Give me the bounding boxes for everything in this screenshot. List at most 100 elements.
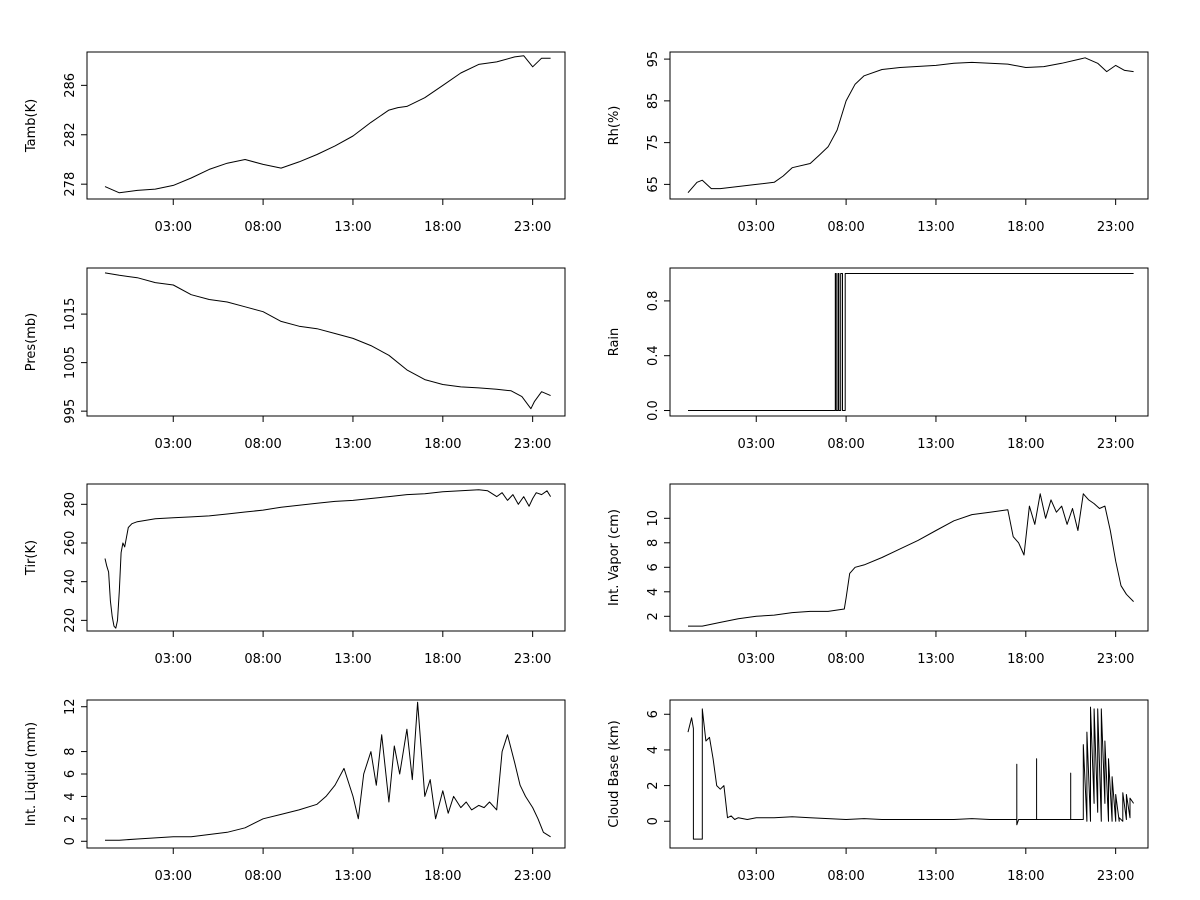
plot-frame <box>669 699 1149 849</box>
panel-tir-k: 03:00 08:00 13:00 18:00 23:00 220 240 260 280 Tir… <box>24 483 566 667</box>
x-tick-label: 08:00 <box>827 437 864 452</box>
y-tick-label: 282 <box>63 122 78 147</box>
panel-rain: 03:00 08:00 13:00 18:00 23:00 0.0 0.4 0.8 Rain <box>607 267 1149 452</box>
y-tick-label: 2 <box>63 815 78 823</box>
y-tick-label: 6 <box>63 770 78 778</box>
y-axis-label: Tir(K) <box>24 540 39 576</box>
x-tick-label: 18:00 <box>424 652 461 667</box>
x-tick-label: 08:00 <box>827 220 864 235</box>
x-tick-label: 18:00 <box>424 220 461 235</box>
series-line <box>687 706 1135 840</box>
x-tick-label: 23:00 <box>1097 869 1134 884</box>
plot-frame <box>86 267 566 417</box>
x-tick-label: 08:00 <box>244 220 281 235</box>
y-tick-label: 0.0 <box>646 400 661 421</box>
x-tick-label: 23:00 <box>514 652 551 667</box>
panel-rh: 03:00 08:00 13:00 18:00 23:00 65 75 85 95 Rh(%) <box>607 51 1149 235</box>
panel-cloud-base-km: 03:00 08:00 13:00 18:00 23:00 0 2 4 6 Cloud Base … <box>607 699 1149 884</box>
y-tick-label: 278 <box>63 172 78 197</box>
y-axis-label: Cloud Base (km) <box>607 720 622 827</box>
y-axis-label: Tamb(K) <box>24 99 39 153</box>
x-tick-label: 18:00 <box>1007 437 1044 452</box>
x-tick-label: 03:00 <box>155 437 192 452</box>
x-tick-label: 23:00 <box>1097 220 1134 235</box>
x-tick-label: 08:00 <box>244 869 281 884</box>
y-tick-label: 75 <box>646 134 661 151</box>
x-tick-label: 13:00 <box>334 437 371 452</box>
series-line <box>104 55 551 194</box>
plot-frame <box>669 483 1149 632</box>
panel-int-vapor-cm: 03:00 08:00 13:00 18:00 23:00 2 4 6 8 10 Int. Vapo… <box>607 483 1149 667</box>
x-tick-label: 13:00 <box>917 869 954 884</box>
y-tick-label: 65 <box>646 176 661 193</box>
series-line <box>688 493 1134 627</box>
y-tick-label: 85 <box>646 93 661 110</box>
y-tick-label: 0.4 <box>646 345 661 366</box>
y-tick-label: 8 <box>63 747 78 755</box>
x-tick-label: 23:00 <box>514 220 551 235</box>
y-tick-label: 1015 <box>63 298 78 331</box>
y-tick-label: 4 <box>646 588 661 596</box>
y-tick-label: 0 <box>63 837 78 845</box>
x-tick-label: 08:00 <box>244 652 281 667</box>
x-tick-label: 03:00 <box>738 437 775 452</box>
y-axis-label: Int. Liquid (mm) <box>24 722 39 826</box>
x-tick-label: 23:00 <box>1097 437 1134 452</box>
y-tick-label: 6 <box>646 710 661 718</box>
y-tick-label: 0 <box>646 817 661 825</box>
y-tick-label: 4 <box>646 746 661 754</box>
plot-frame <box>669 51 1149 200</box>
x-tick-label: 13:00 <box>917 652 954 667</box>
x-tick-label: 03:00 <box>738 652 775 667</box>
x-tick-label: 03:00 <box>738 220 775 235</box>
y-tick-label: 8 <box>646 539 661 547</box>
x-tick-label: 18:00 <box>1007 652 1044 667</box>
series-line <box>687 57 1134 194</box>
x-tick-label: 18:00 <box>1007 869 1044 884</box>
plot-frame <box>86 51 566 200</box>
y-tick-label: 995 <box>63 399 78 424</box>
y-tick-label: 2 <box>646 612 661 620</box>
y-axis-label: Int. Vapor (cm) <box>607 509 622 606</box>
y-tick-label: 2 <box>646 781 661 789</box>
x-tick-label: 13:00 <box>334 869 371 884</box>
y-axis-label: Rain <box>607 328 622 357</box>
y-tick-label: 6 <box>646 563 661 571</box>
plot-frame <box>86 483 566 632</box>
x-tick-label: 13:00 <box>917 220 954 235</box>
x-tick-label: 03:00 <box>155 652 192 667</box>
x-tick-label: 18:00 <box>1007 220 1044 235</box>
x-tick-label: 03:00 <box>155 869 192 884</box>
y-tick-label: 95 <box>646 51 661 68</box>
y-tick-label: 4 <box>63 792 78 800</box>
y-tick-label: 240 <box>63 569 78 594</box>
x-tick-label: 13:00 <box>334 220 371 235</box>
series-line <box>104 489 552 629</box>
x-tick-label: 08:00 <box>827 652 864 667</box>
y-axis-label: Pres(mb) <box>24 313 39 372</box>
plot-frame <box>669 267 1149 417</box>
x-tick-label: 23:00 <box>514 437 551 452</box>
y-tick-label: 286 <box>63 73 78 98</box>
x-tick-label: 08:00 <box>827 869 864 884</box>
x-tick-label: 23:00 <box>514 869 551 884</box>
x-tick-label: 13:00 <box>917 437 954 452</box>
panel-tamb-k: 03:00 08:00 13:00 18:00 23:00 278 282 286 Tamb(K… <box>24 51 566 235</box>
panel-int-liquid-mm: 03:00 08:00 13:00 18:00 23:00 0 2 4 6 8 12 Int. Liq… <box>24 698 566 884</box>
y-tick-label: 0.8 <box>646 291 661 312</box>
y-tick-label: 280 <box>63 492 78 517</box>
series-line <box>104 272 551 410</box>
panel-pres-mb: 03:00 08:00 13:00 18:00 23:00 995 1005 1015 Pres… <box>24 267 566 452</box>
y-tick-label: 10 <box>646 510 661 527</box>
x-tick-label: 03:00 <box>155 220 192 235</box>
plot-frame <box>86 699 566 849</box>
x-tick-label: 08:00 <box>244 437 281 452</box>
y-tick-label: 260 <box>63 531 78 556</box>
x-tick-label: 03:00 <box>738 869 775 884</box>
series-line <box>105 701 551 841</box>
x-tick-label: 18:00 <box>424 437 461 452</box>
series-line <box>688 273 1134 411</box>
y-tick-label: 12 <box>63 698 78 715</box>
y-tick-label: 1005 <box>63 346 78 379</box>
